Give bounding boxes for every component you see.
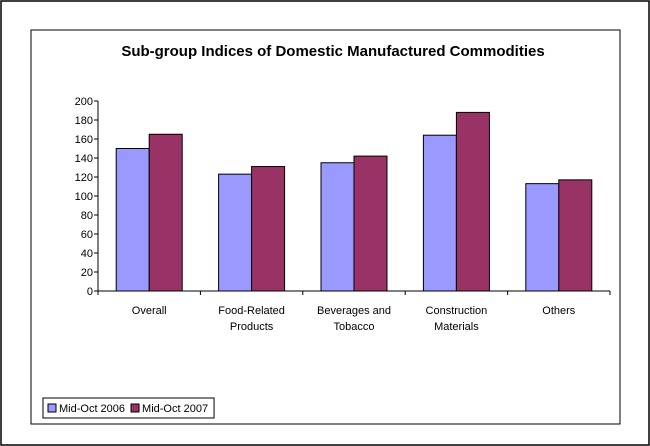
y-tick-label: 180 — [75, 115, 93, 127]
bar-mid-oct-2006 — [422, 134, 457, 292]
y-tick-label: 140 — [75, 153, 93, 165]
chart-title: Sub-group Indices of Domestic Manufactur… — [121, 43, 544, 60]
y-tick-label: 40 — [81, 248, 93, 260]
y-axis: 0 20 40 60 80 100 120 140 160 180 200 — [75, 96, 99, 298]
legend-label: Mid-Oct 2006 — [59, 403, 125, 415]
x-tick-label: Others — [542, 305, 576, 317]
bar-mid-oct-2007 — [353, 155, 388, 292]
y-tick-label: 160 — [75, 134, 93, 146]
y-tick-label: 60 — [81, 229, 93, 241]
legend-label: Mid-Oct 2007 — [142, 403, 208, 415]
bar-mid-oct-2006 — [320, 162, 355, 292]
y-tick-label: 20 — [81, 267, 93, 279]
bar-mid-oct-2006 — [525, 183, 560, 292]
y-tick-label: 200 — [75, 96, 93, 108]
bar-mid-oct-2007 — [148, 133, 183, 292]
bars — [115, 111, 593, 292]
x-axis: Overall Food-Related Products Beverages and… — [97, 290, 611, 333]
legend-swatch — [130, 403, 140, 413]
bar-mid-oct-2007 — [455, 111, 490, 292]
legend-box — [42, 397, 215, 419]
x-tick-label: Beverages and Tobacco — [317, 305, 391, 333]
x-tick-label: Food-Related Products — [218, 305, 285, 333]
bar-mid-oct-2007 — [251, 166, 286, 292]
bar-mid-oct-2006 — [115, 148, 150, 292]
y-tick-label: 100 — [75, 191, 93, 203]
x-tick-label: Overall — [132, 305, 167, 317]
y-tick-label: 0 — [87, 286, 93, 298]
bar-mid-oct-2006 — [218, 173, 253, 292]
bar-mid-oct-2007 — [558, 179, 593, 292]
legend: Mid-Oct 2006 Mid-Oct 2007 — [42, 397, 215, 419]
legend-swatch — [47, 403, 57, 413]
x-tick-label: Construction Materials — [426, 305, 488, 333]
y-tick-label: 120 — [75, 172, 93, 184]
y-tick-label: 80 — [81, 210, 93, 222]
